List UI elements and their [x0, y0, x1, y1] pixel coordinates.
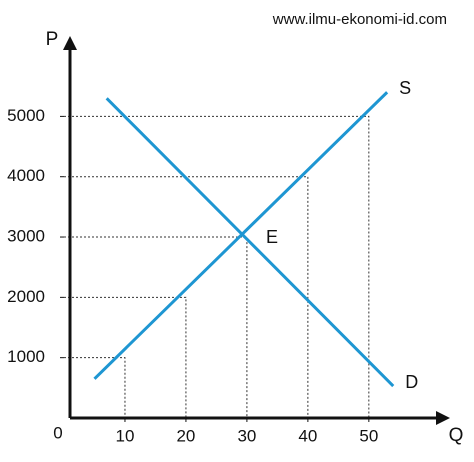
y-tick-label: 1000 — [7, 347, 45, 366]
guide-line — [64, 176, 309, 418]
x-tick-label: 50 — [359, 426, 378, 445]
watermark: www.ilmu-ekonomi-id.com — [272, 11, 447, 28]
origin-label: 0 — [53, 423, 62, 442]
series-line — [105, 97, 395, 388]
y-tick-label: 4000 — [7, 166, 45, 185]
x-tick-label: 20 — [176, 426, 195, 445]
guide-line — [64, 357, 126, 418]
series-label: S — [399, 78, 411, 98]
series-label: D — [405, 372, 418, 392]
y-tick-label: 3000 — [7, 227, 45, 246]
annotation: E — [266, 227, 278, 247]
y-tick-label: 5000 — [7, 106, 45, 125]
x-tick-label: 30 — [237, 426, 256, 445]
series-line — [93, 91, 389, 380]
guide-line — [64, 115, 370, 418]
y-tick-label: 2000 — [7, 287, 45, 306]
guide-line — [64, 236, 248, 418]
x-axis-label: Q — [449, 425, 464, 446]
y-axis-label: P — [46, 29, 59, 50]
y-axis-arrow — [63, 36, 77, 50]
x-tick-label: 40 — [298, 426, 317, 445]
guide-line — [64, 296, 187, 418]
x-axis-arrow — [436, 411, 450, 425]
x-tick-label: 10 — [116, 426, 135, 445]
